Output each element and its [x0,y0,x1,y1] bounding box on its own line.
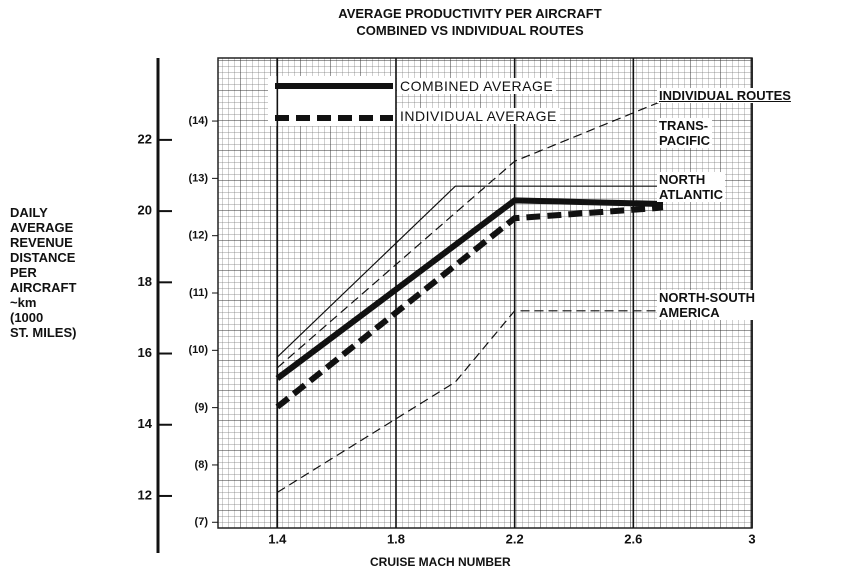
y2-tick-label: (7) [195,516,209,528]
x-tick-label: 1.8 [387,531,405,546]
y-tick-label: 12 [138,487,152,502]
y-tick-label: 16 [138,345,152,360]
legend-label: COMBINED AVERAGE [397,78,557,94]
y-tick-label: 20 [138,203,152,218]
y2-tick-label: (8) [195,459,209,471]
series-line [276,185,663,358]
x-tick-label: 3 [748,531,755,546]
x-tick-label: 1.4 [268,531,287,546]
series-label: TRANS- PACIFIC [657,118,713,148]
annotation: INDIVIDUAL ROUTES [657,88,793,103]
chart-title: AVERAGE PRODUCTIVITY PER AIRCRAFT [338,6,602,21]
y2-tick-label: (14) [188,115,208,127]
legend-label: INDIVIDUAL AVERAGE [397,108,560,124]
series-line [277,310,663,493]
y2-tick-label: (11) [189,287,208,299]
y2-tick-label: (12) [188,230,208,242]
x-tick-label: 2.6 [624,531,642,546]
y-tick-label: 14 [138,416,153,431]
y-tick-label: 18 [138,274,152,289]
y2-tick-label: (10) [188,344,208,356]
y-tick-label: 22 [138,131,152,146]
series-label: NORTH ATLANTIC [657,172,726,202]
y2-tick-label: (9) [195,402,209,414]
series-label: NORTH-SOUTH AMERICA [657,290,758,320]
x-tick-label: 2.2 [506,531,524,546]
x-axis-label: CRUISE MACH NUMBER [370,555,511,569]
chart-subtitle: COMBINED VS INDIVIDUAL ROUTES [356,23,584,38]
y2-tick-label: (13) [188,172,208,184]
y-axis-label: DAILY AVERAGE REVENUE DISTANCE PER AIRCR… [10,205,77,340]
